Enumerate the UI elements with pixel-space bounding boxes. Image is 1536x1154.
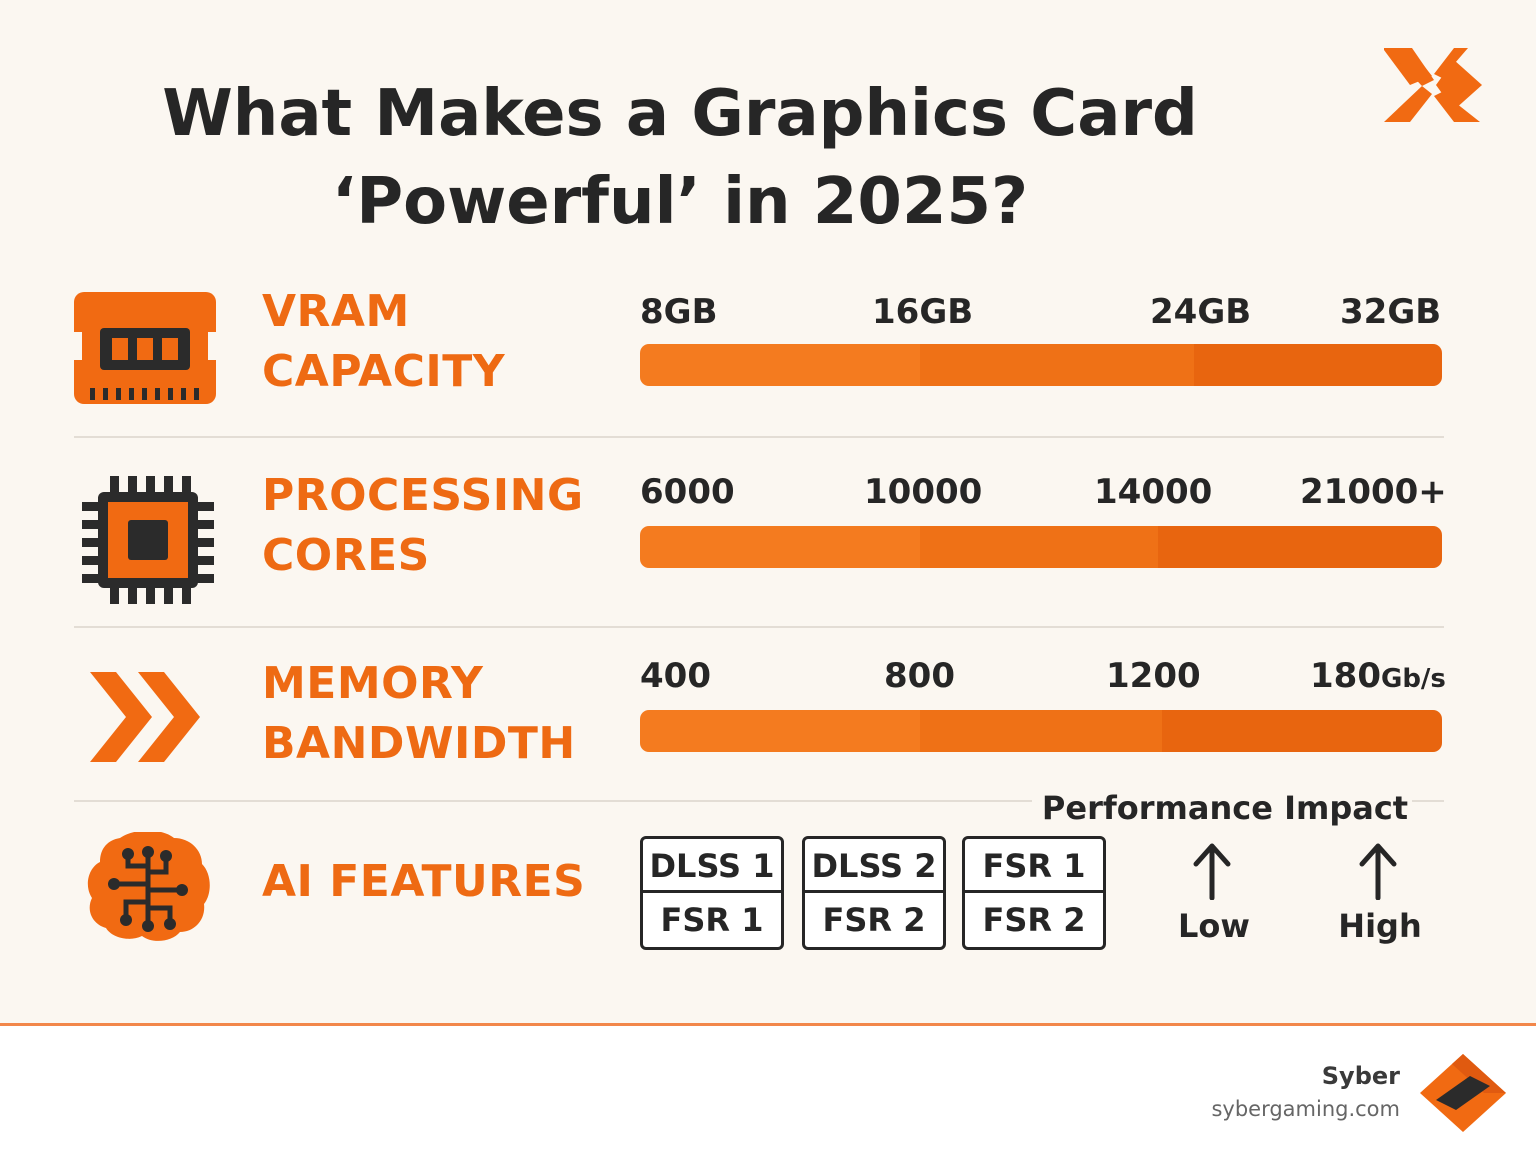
ai-feature-bottom: FSR 2 <box>982 901 1086 939</box>
footer <box>0 1026 1536 1154</box>
brand-name: Syber <box>1321 1062 1400 1090</box>
ai-brain-circuit-icon <box>87 832 210 941</box>
ai-feature-bottom: FSR 2 <box>822 901 926 939</box>
processing-cores-label: PROCESSING CORES <box>262 470 584 581</box>
performance-high-label: High <box>1338 907 1422 945</box>
cores-tick-10000: 10000 <box>864 472 983 512</box>
cores-bar-segment-1 <box>640 526 920 568</box>
vram-tick-8gb: 8GB <box>640 292 718 332</box>
bandwidth-tick-1200: 1200 <box>1106 656 1201 696</box>
vram-bar-segment-1 <box>640 344 920 386</box>
row-divider <box>74 800 1032 802</box>
ai-feature-top: DLSS 1 <box>643 839 781 893</box>
vram-tick-24gb: 24GB <box>1150 292 1252 332</box>
cores-scale-bar <box>640 526 1442 568</box>
title-line-1: What Makes a Graphics Card <box>162 77 1198 151</box>
bandwidth-tick-400: 400 <box>640 656 711 696</box>
vram-tick-16gb: 16GB <box>872 292 974 332</box>
up-arrow-icon <box>1359 843 1397 900</box>
vram-bar-segment-3 <box>1194 344 1442 386</box>
row-divider <box>1412 800 1444 802</box>
cores-tick-6000: 6000 <box>640 472 735 512</box>
ai-feature-bottom: FSR 1 <box>660 901 764 939</box>
vram-tick-32gb: 32GB <box>1340 292 1442 332</box>
cores-tick-14000: 14000 <box>1094 472 1213 512</box>
processor-chip-icon <box>82 476 214 604</box>
memory-chip-icon <box>74 292 216 404</box>
bandwidth-bar-segment-3 <box>1162 710 1442 752</box>
cores-tick-21000: 21000+ <box>1300 472 1447 512</box>
double-chevron-icon <box>90 672 200 762</box>
brand-url[interactable]: sybergaming.com <box>1211 1097 1400 1121</box>
bandwidth-scale-bar <box>640 710 1442 752</box>
syber-logo-icon <box>1420 1054 1506 1132</box>
row-divider <box>74 436 1444 438</box>
bandwidth-tick-800: 800 <box>884 656 955 696</box>
ai-feature-top: DLSS 2 <box>805 839 943 893</box>
ai-feature-box-3: FSR 1 FSR 2 <box>962 836 1106 950</box>
cores-bar-segment-3 <box>1158 526 1442 568</box>
vram-scale-bar <box>640 344 1442 386</box>
row-divider <box>74 626 1444 628</box>
ai-feature-top: FSR 1 <box>965 839 1103 893</box>
footer-divider <box>0 1023 1536 1026</box>
vram-capacity-label: VRAM CAPACITY <box>262 286 506 397</box>
up-arrow-icon <box>1193 843 1231 900</box>
x-logo-icon <box>1384 48 1482 122</box>
bandwidth-bar-segment-2 <box>920 710 1162 752</box>
cores-bar-segment-2 <box>920 526 1158 568</box>
title-line-2: ‘Powerful’ in 2025? <box>331 165 1029 239</box>
vram-bar-segment-2 <box>920 344 1194 386</box>
ai-feature-box-2: DLSS 2 FSR 2 <box>802 836 946 950</box>
performance-low-label: Low <box>1178 907 1250 945</box>
performance-impact-title: Performance Impact <box>1041 789 1409 827</box>
bandwidth-tick-180: 180Gb/s <box>1310 656 1446 696</box>
bandwidth-bar-segment-1 <box>640 710 920 752</box>
memory-bandwidth-label: MEMORY BANDWIDTH <box>262 658 576 769</box>
ai-features-label: AI FEATURES <box>262 856 586 907</box>
page-title: What Makes a Graphics Card ‘Powerful’ in… <box>0 70 1360 246</box>
ai-feature-box-1: DLSS 1 FSR 1 <box>640 836 784 950</box>
